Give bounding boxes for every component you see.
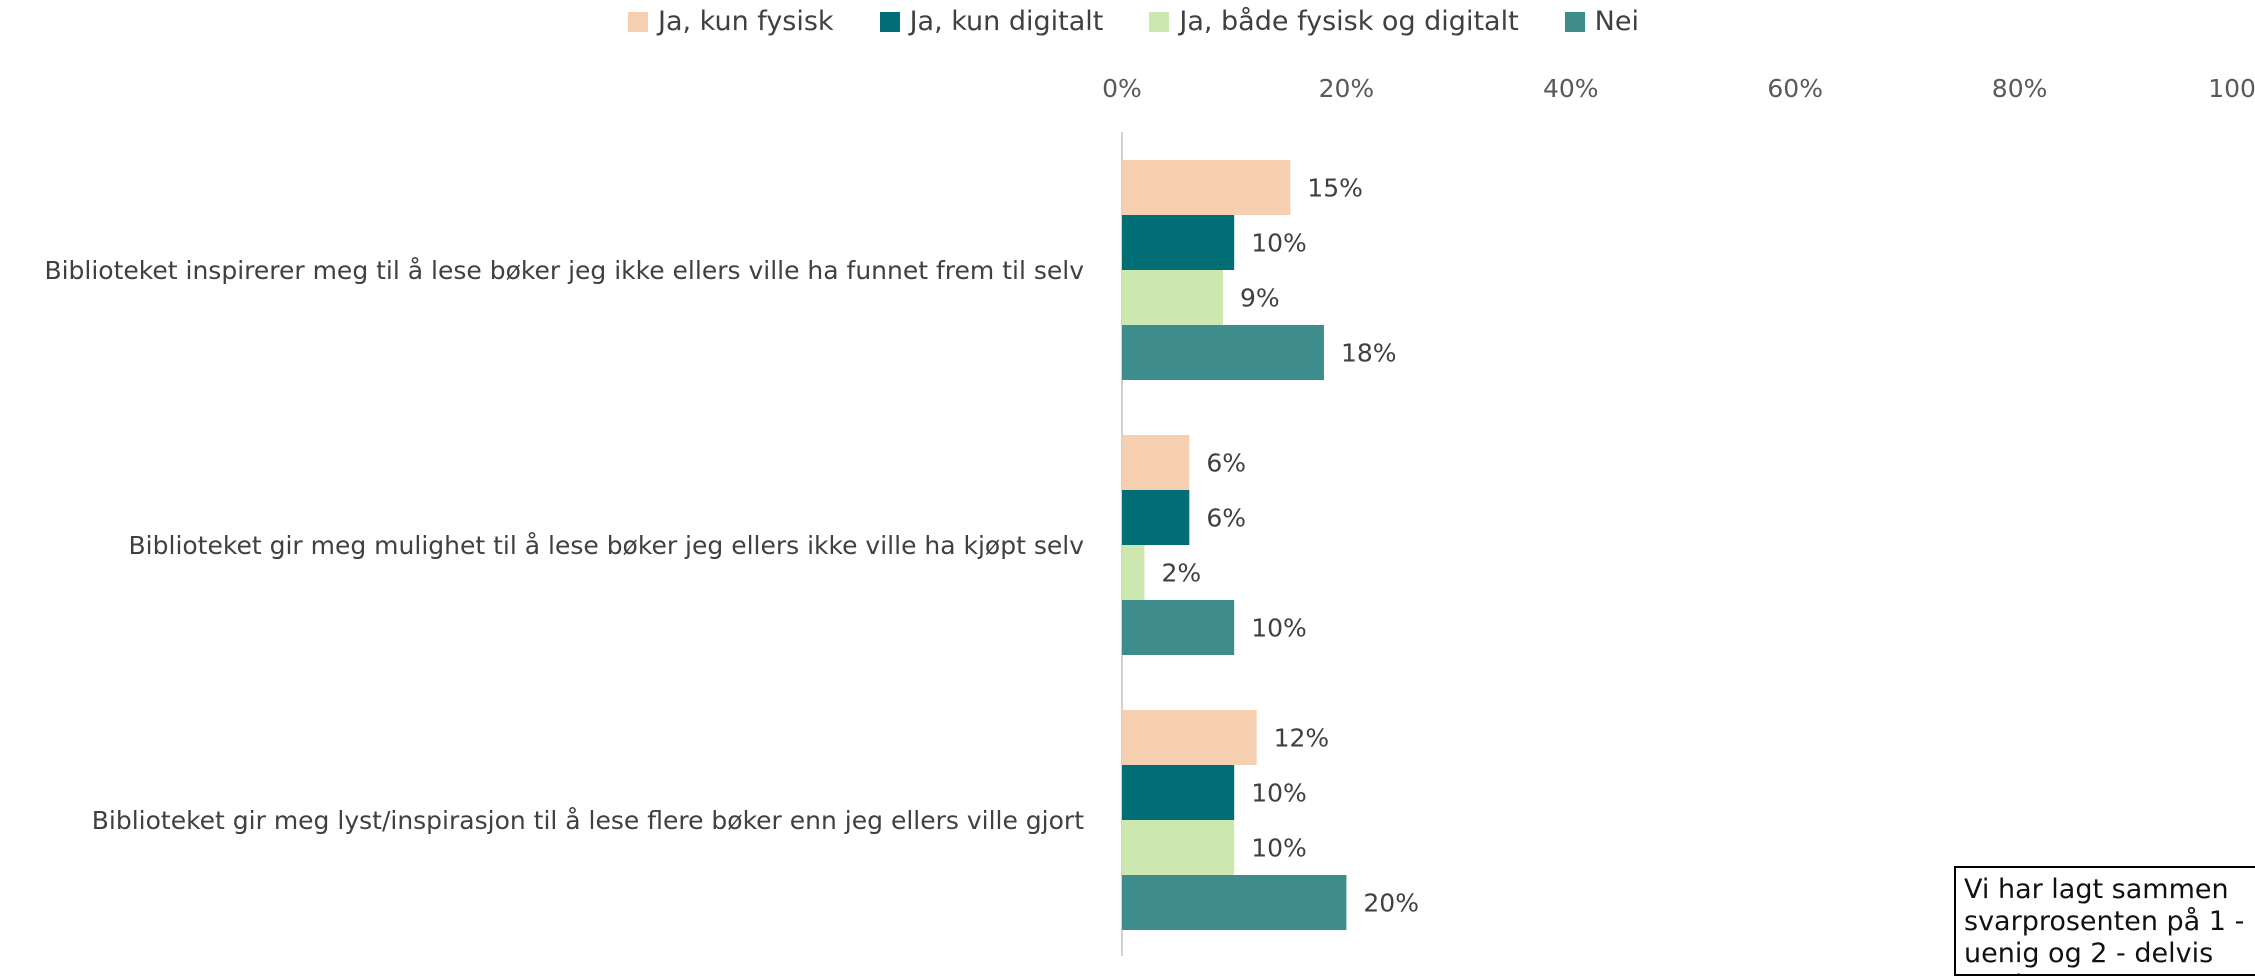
legend: Ja, kun fysisk Ja, kun digitalt Ja, både…	[628, 6, 1639, 37]
legend-item-ja-kun-digitalt: Ja, kun digitalt	[879, 6, 1104, 37]
legend-swatch	[628, 11, 648, 32]
bar	[1122, 710, 1257, 765]
note-text: Vi har lagt sammen svarprosenten på 1 - …	[1964, 874, 2245, 974]
data-label: 10%	[1251, 614, 1307, 643]
data-label: 10%	[1251, 779, 1307, 808]
legend-swatch	[879, 11, 900, 32]
bar	[1122, 215, 1235, 270]
chart: 0% 20% 40% 60% 80% 100% Biblioteket inspirerer…	[44, 74, 2255, 956]
bar	[1122, 875, 1347, 930]
legend-label: Ja, kun digitalt	[909, 6, 1104, 37]
legend-swatch	[1564, 11, 1585, 32]
x-tick-label: 100%	[2208, 74, 2255, 103]
bar	[1122, 270, 1223, 325]
legend-item-ja-begge: Ja, både fysisk og digitalt	[1149, 6, 1519, 37]
data-label: 10%	[1251, 229, 1307, 258]
data-label: 6%	[1206, 449, 1246, 478]
bar	[1122, 545, 1145, 600]
x-tick-label: 0%	[1102, 74, 1142, 103]
legend-label: Ja, både fysisk og digitalt	[1179, 6, 1519, 37]
legend-item-nei: Nei	[1564, 6, 1639, 37]
data-label: 18%	[1341, 339, 1397, 368]
legend-item-ja-kun-fysisk: Ja, kun fysisk	[628, 6, 834, 37]
bar	[1122, 490, 1190, 545]
bar	[1122, 160, 1291, 215]
data-label: 9%	[1240, 284, 1280, 313]
x-tick-label: 60%	[1767, 74, 1823, 103]
bar	[1122, 325, 1324, 380]
data-label: 6%	[1206, 504, 1246, 533]
x-tick-label: 20%	[1319, 74, 1375, 103]
note-box: Vi har lagt sammen svarprosenten på 1 - …	[1954, 866, 2255, 976]
data-label: 15%	[1307, 174, 1363, 203]
bar	[1122, 600, 1235, 655]
x-tick-label: 40%	[1543, 74, 1599, 103]
category-label: Biblioteket gir meg lyst/inspirasjon til…	[92, 806, 1084, 835]
bar	[1122, 820, 1235, 875]
legend-label: Nei	[1594, 6, 1639, 37]
x-tick-label: 80%	[1992, 74, 2048, 103]
data-label: 2%	[1161, 559, 1201, 588]
category-label: Biblioteket gir meg mulighet til å lese …	[129, 531, 1085, 560]
legend-swatch	[1149, 11, 1170, 32]
category-label: Biblioteket inspirerer meg til å lese bø…	[44, 256, 1084, 285]
bar	[1122, 435, 1190, 490]
data-label: 12%	[1274, 724, 1330, 753]
legend-label: Ja, kun fysisk	[658, 6, 834, 37]
data-label: 10%	[1251, 834, 1307, 863]
bar	[1122, 765, 1235, 820]
data-label: 20%	[1363, 889, 1419, 918]
